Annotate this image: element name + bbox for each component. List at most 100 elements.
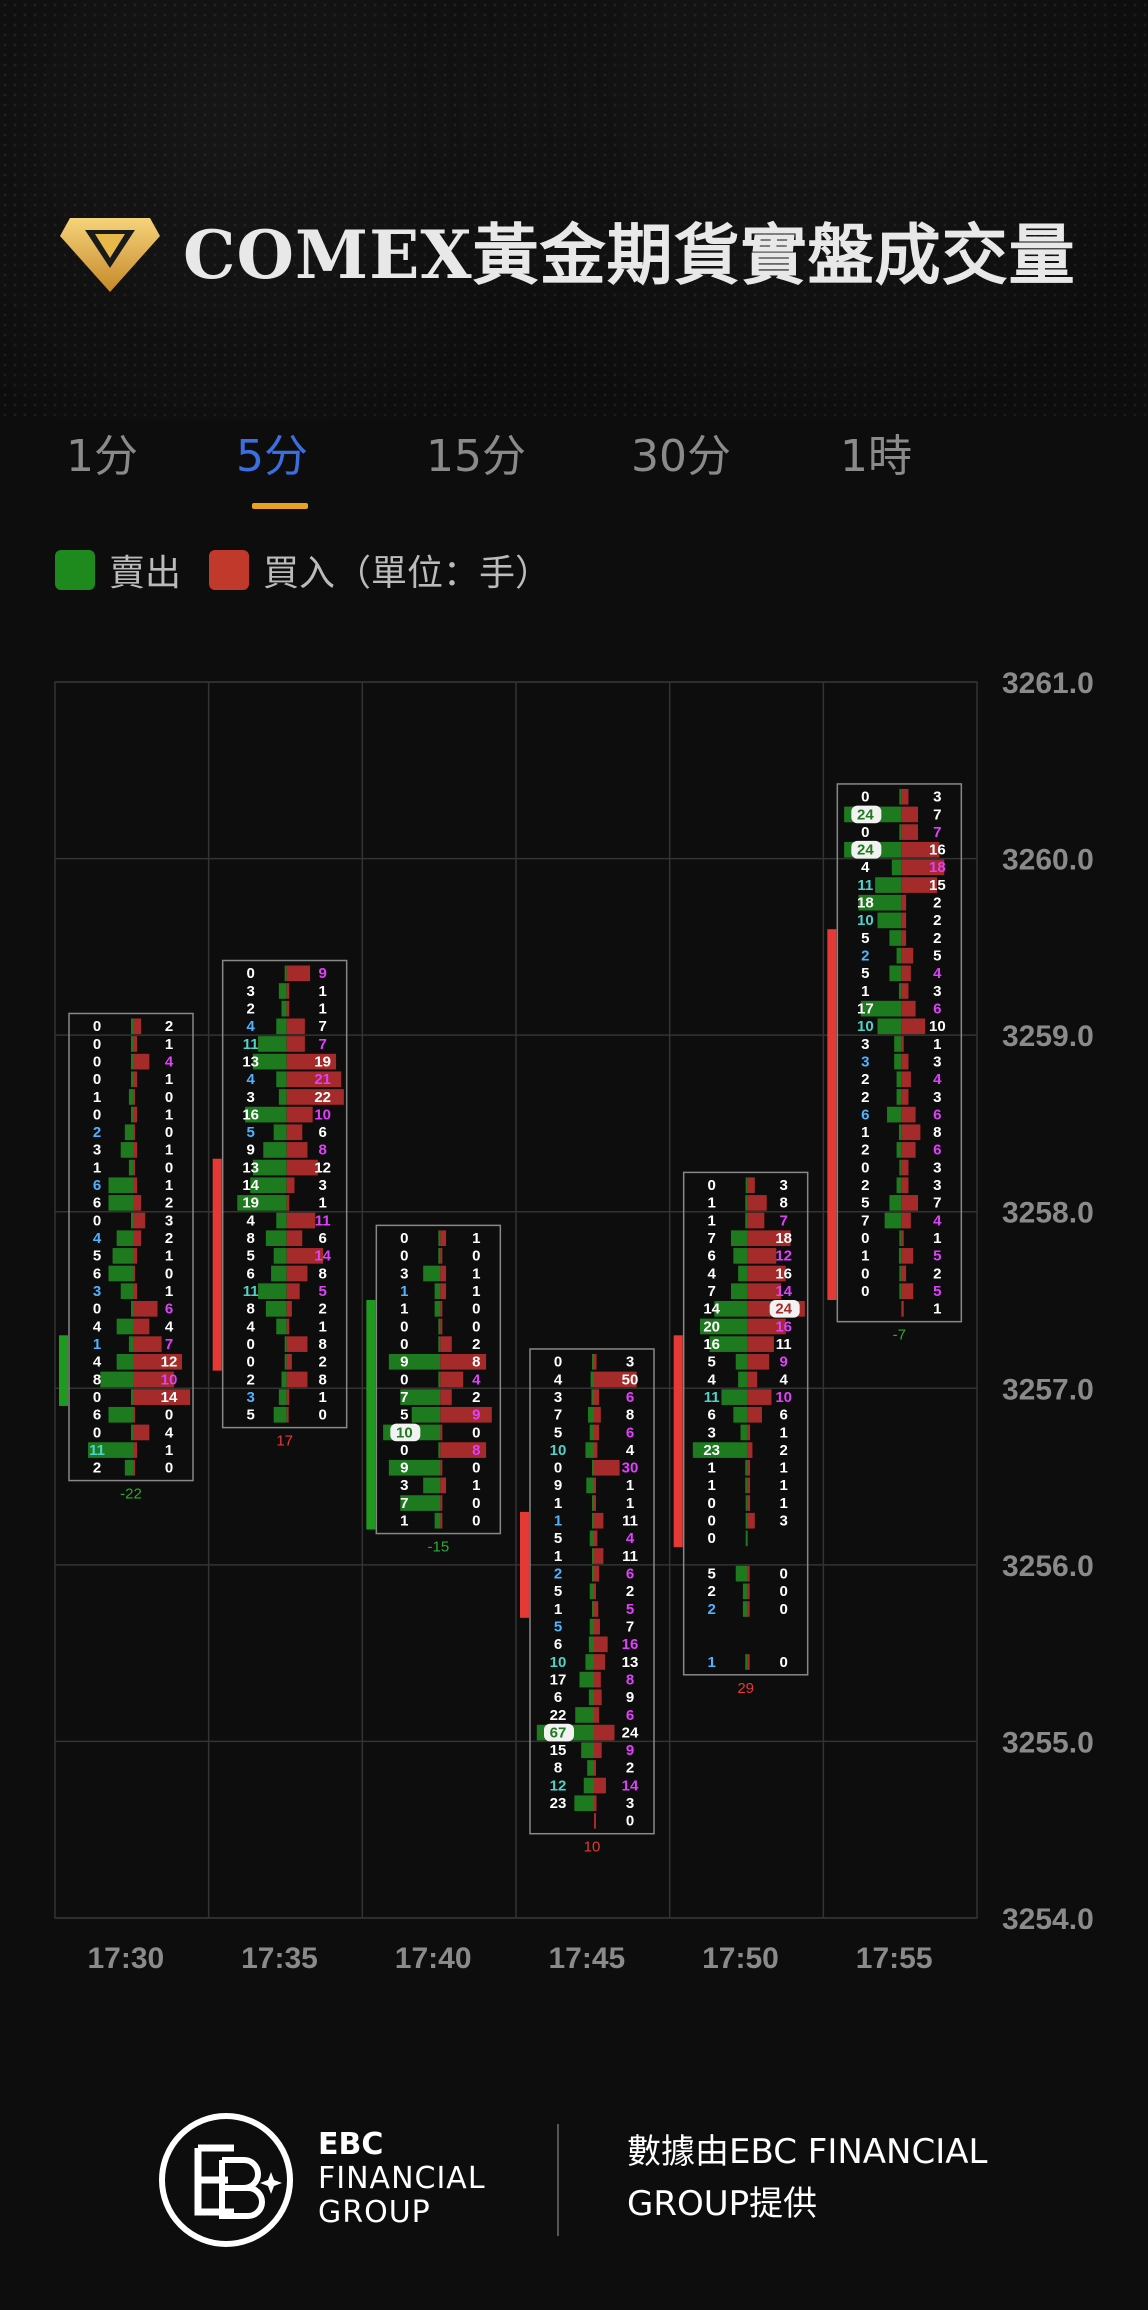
sell-volume-bar [730, 1230, 748, 1247]
sell-volume-label: 3 [861, 1053, 869, 1070]
sell-highlight-badge [851, 840, 882, 859]
sell-volume-label: 23 [703, 1442, 720, 1459]
y-tick-label: 3259.0 [1002, 1020, 1094, 1053]
buy-volume-bar [594, 1618, 600, 1635]
sell-volume-bar [692, 1442, 748, 1458]
buy-volume-bar [747, 1424, 751, 1441]
buy-volume-label: 6 [626, 1707, 634, 1724]
sell-volume-bar [877, 1018, 902, 1035]
sell-volume-bar [124, 1124, 133, 1141]
tab-15min[interactable]: 15分 [426, 431, 526, 482]
buy-volume-label: 4 [933, 1212, 942, 1229]
buy-volume-bar [286, 1406, 289, 1423]
sell-volume-bar [586, 1477, 594, 1494]
sell-volume-bar [100, 1371, 133, 1388]
tab-30min[interactable]: 30分 [631, 431, 731, 482]
buy-volume-label: 2 [626, 1760, 634, 1777]
sell-volume-label: 2 [861, 1089, 869, 1106]
sell-volume-bar [131, 1106, 133, 1123]
sell-volume-bar [281, 1371, 287, 1388]
tab-1min[interactable]: 1分 [66, 431, 138, 482]
buy-volume-bar [286, 1212, 316, 1229]
sell-volume-label: 6 [554, 1636, 562, 1653]
buy-volume-label: 1 [472, 1265, 480, 1282]
sell-volume-label: 10 [550, 1442, 567, 1459]
buy-volume-label: 8 [626, 1407, 634, 1424]
buy-volume-bar [594, 1424, 600, 1441]
sell-volume-label: 4 [93, 1318, 102, 1335]
buy-volume-label: 8 [318, 1265, 326, 1282]
buy-volume-bar [594, 1459, 620, 1476]
buy-volume-bar [747, 1654, 750, 1670]
sell-volume-label: 0 [861, 1283, 869, 1300]
sell-volume-label: 7 [400, 1389, 408, 1406]
sell-volume-bar [271, 1265, 287, 1282]
buy-volume-label: 1 [165, 1442, 173, 1459]
sell-volume-bar [273, 1124, 287, 1141]
sell-volume-label: 0 [93, 1424, 101, 1441]
candle-body [212, 1158, 222, 1371]
tab-5min[interactable]: 5分 [236, 431, 308, 482]
sell-volume-bar [733, 1248, 748, 1264]
buy-volume-bar [286, 1283, 300, 1299]
buy-volume-label: 0 [472, 1424, 480, 1441]
buy-volume-bar [594, 1813, 596, 1829]
buy-volume-bar [901, 1053, 909, 1070]
buy-volume-bar [133, 1442, 138, 1458]
buy-volume-bar [594, 1477, 596, 1494]
buy-volume-bar [747, 1248, 777, 1264]
buy-volume-bar [594, 1583, 596, 1600]
buy-volume-label: 1 [933, 1301, 941, 1318]
buy-volume-label: 1 [779, 1424, 787, 1441]
sell-volume-label: 0 [861, 1230, 869, 1247]
buy-volume-bar [901, 894, 907, 911]
sell-volume-label: 0 [707, 1495, 715, 1512]
x-tick-label: 17:55 [856, 1942, 933, 1975]
buy-volume-label: 0 [165, 1407, 173, 1424]
sell-volume-bar [278, 983, 287, 999]
sell-volume-bar [738, 1265, 748, 1282]
buy-volume-bar [594, 1724, 615, 1741]
sell-volume-bar [745, 1212, 748, 1229]
sell-volume-bar [263, 1142, 287, 1158]
sell-volume-bar [592, 1353, 594, 1370]
tab-1hour[interactable]: 1時 [840, 431, 912, 482]
sell-volume-label: 7 [707, 1283, 715, 1300]
sell-volume-bar [589, 1530, 594, 1547]
buy-volume-bar [286, 983, 290, 999]
ebc-logo-icon [159, 2113, 293, 2247]
sell-volume-label: 2 [93, 1460, 101, 1477]
buy-volume-bar [440, 1442, 487, 1458]
buy-volume-label: 2 [933, 930, 941, 947]
candle-delta-label: -22 [120, 1486, 142, 1503]
sell-volume-bar [423, 1265, 441, 1282]
buy-volume-label: 0 [472, 1495, 480, 1512]
buy-volume-label: 0 [165, 1124, 173, 1141]
sell-volume-bar [411, 1406, 441, 1423]
sell-volume-label: 5 [707, 1566, 715, 1583]
buy-volume-label: 9 [779, 1354, 787, 1371]
footprint-box [221, 959, 348, 1429]
buy-volume-label: 7 [318, 1036, 326, 1053]
buy-volume-bar [440, 1265, 447, 1282]
sell-volume-bar [131, 1018, 133, 1035]
sell-volume-bar [276, 1212, 287, 1229]
sell-volume-bar [438, 1230, 441, 1247]
sell-volume-bar [745, 1177, 748, 1194]
buy-volume-label: 2 [626, 1583, 634, 1600]
buy-volume-bar [286, 1177, 295, 1194]
sell-volume-bar [278, 1389, 287, 1405]
buy-volume-label: 8 [779, 1195, 787, 1212]
buy-volume-bar [747, 1265, 786, 1282]
sell-volume-label: 17 [550, 1671, 567, 1688]
sell-volume-label: 7 [400, 1495, 408, 1512]
buy-volume-bar [286, 1265, 308, 1282]
sell-volume-bar [585, 1654, 594, 1670]
sell-volume-label: 2 [861, 1071, 869, 1088]
buy-volume-label: 3 [933, 1177, 941, 1194]
buy-volume-label: 8 [318, 1336, 326, 1353]
buy-volume-label: 6 [626, 1566, 634, 1583]
sell-volume-label: 19 [242, 1195, 259, 1212]
sell-volume-bar [284, 965, 287, 982]
footprint-box [375, 1224, 502, 1535]
